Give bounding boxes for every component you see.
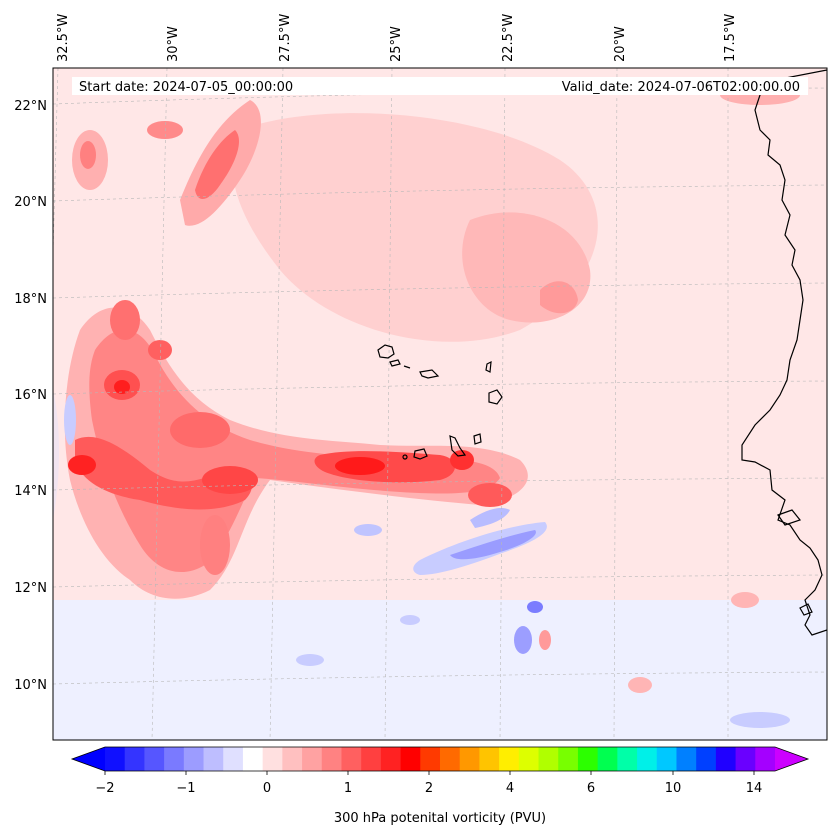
colorbar-tick-label: 14 <box>746 781 763 796</box>
colorbar-swatch <box>164 747 185 771</box>
header-box <box>72 77 808 95</box>
colorbar-tick-label: 0 <box>263 781 271 796</box>
colorbar-swatch <box>617 747 638 771</box>
latitude-labels: 22°N 20°N 18°N 16°N 14°N 12°N 10°N <box>14 99 47 693</box>
lat-label: 18°N <box>14 292 47 307</box>
colorbar-tick-label: 6 <box>587 781 595 796</box>
lat-label: 12°N <box>14 581 47 596</box>
colorbar-swatch <box>696 747 717 771</box>
longitude-labels: 32.5°W 30°W 27.5°W 25°W 22.5°W 20°W 17.5… <box>56 14 738 62</box>
colorbar-swatch <box>577 747 599 771</box>
lon-label: 20°W <box>613 26 628 62</box>
colorbar-swatch <box>735 747 756 771</box>
colorbar-swatch <box>420 747 441 771</box>
lat-label: 20°N <box>14 195 47 210</box>
colorbar-swatch <box>558 747 579 771</box>
colorbar-ticks <box>104 771 755 775</box>
colorbar-tick-label: 1 <box>344 781 352 796</box>
colorbar-swatch <box>676 747 697 771</box>
colorbar-swatch <box>656 747 677 771</box>
lon-label: 22.5°W <box>501 14 516 62</box>
colorbar-swatch <box>715 747 737 771</box>
colorbar-swatch <box>499 747 520 771</box>
cape-verde-islands <box>377 344 395 359</box>
valid-date-text: Valid_date: 2024-07-06T02:00:00.00 <box>562 80 800 95</box>
colorbar-swatch <box>124 747 145 771</box>
lat-label: 10°N <box>14 678 47 693</box>
colorbar-swatch <box>242 747 264 771</box>
lon-label: 32.5°W <box>56 14 71 62</box>
colorbar-swatch <box>262 747 283 771</box>
colorbar-tick-label: −1 <box>176 781 195 796</box>
colorbar-swatch <box>321 747 342 771</box>
pv-field <box>53 68 827 740</box>
colorbar-swatch <box>183 747 205 771</box>
colorbar-tick-labels: −2 −1 0 1 2 4 6 10 14 <box>95 781 762 796</box>
colorbar-swatches <box>105 747 776 771</box>
colorbar-tick-label: 2 <box>425 781 433 796</box>
colorbar-swatch <box>105 747 126 771</box>
colorbar-swatch <box>755 747 776 771</box>
colorbar-tick-label: 4 <box>506 781 514 796</box>
colorbar-swatch <box>380 747 402 771</box>
map-panel <box>53 68 827 740</box>
lon-label: 30°W <box>166 26 181 62</box>
lon-label: 17.5°W <box>723 14 738 62</box>
colorbar-swatch <box>637 747 658 771</box>
colorbar-swatch <box>282 747 303 771</box>
start-date-text: Start date: 2024-07-05_00:00:00 <box>79 80 293 95</box>
colorbar-label: 300 hPa potenital vorticity (PVU) <box>334 811 546 826</box>
colorbar-min-extend <box>72 747 105 771</box>
colorbar-swatch <box>459 747 480 771</box>
colorbar-swatch <box>440 747 461 771</box>
lon-label: 25°W <box>389 26 404 62</box>
colorbar-swatch <box>223 747 244 771</box>
colorbar-swatch <box>538 747 559 771</box>
colorbar-max-extend <box>775 747 808 771</box>
colorbar-swatch <box>361 747 382 771</box>
colorbar-swatch <box>302 747 323 771</box>
colorbar-swatch <box>144 747 165 771</box>
lat-label: 16°N <box>14 388 47 403</box>
colorbar-tick-label: 10 <box>665 781 682 796</box>
lat-label: 14°N <box>14 484 47 499</box>
colorbar-swatch <box>341 747 362 771</box>
colorbar-tick-label: −2 <box>95 781 114 796</box>
colorbar-swatch <box>597 747 618 771</box>
african-coastline <box>741 69 827 636</box>
lat-label: 22°N <box>14 99 47 114</box>
colorbar-swatch <box>518 747 540 771</box>
colorbar: −2 −1 0 1 2 4 6 10 14 300 hPa potenital … <box>70 746 810 826</box>
lon-label: 27.5°W <box>278 14 293 62</box>
map-frame <box>52 67 828 741</box>
colorbar-swatch <box>479 747 500 771</box>
colorbar-swatch <box>400 747 421 771</box>
colorbar-swatch <box>203 747 224 771</box>
gridlines <box>53 68 827 740</box>
coastlines <box>377 69 827 636</box>
